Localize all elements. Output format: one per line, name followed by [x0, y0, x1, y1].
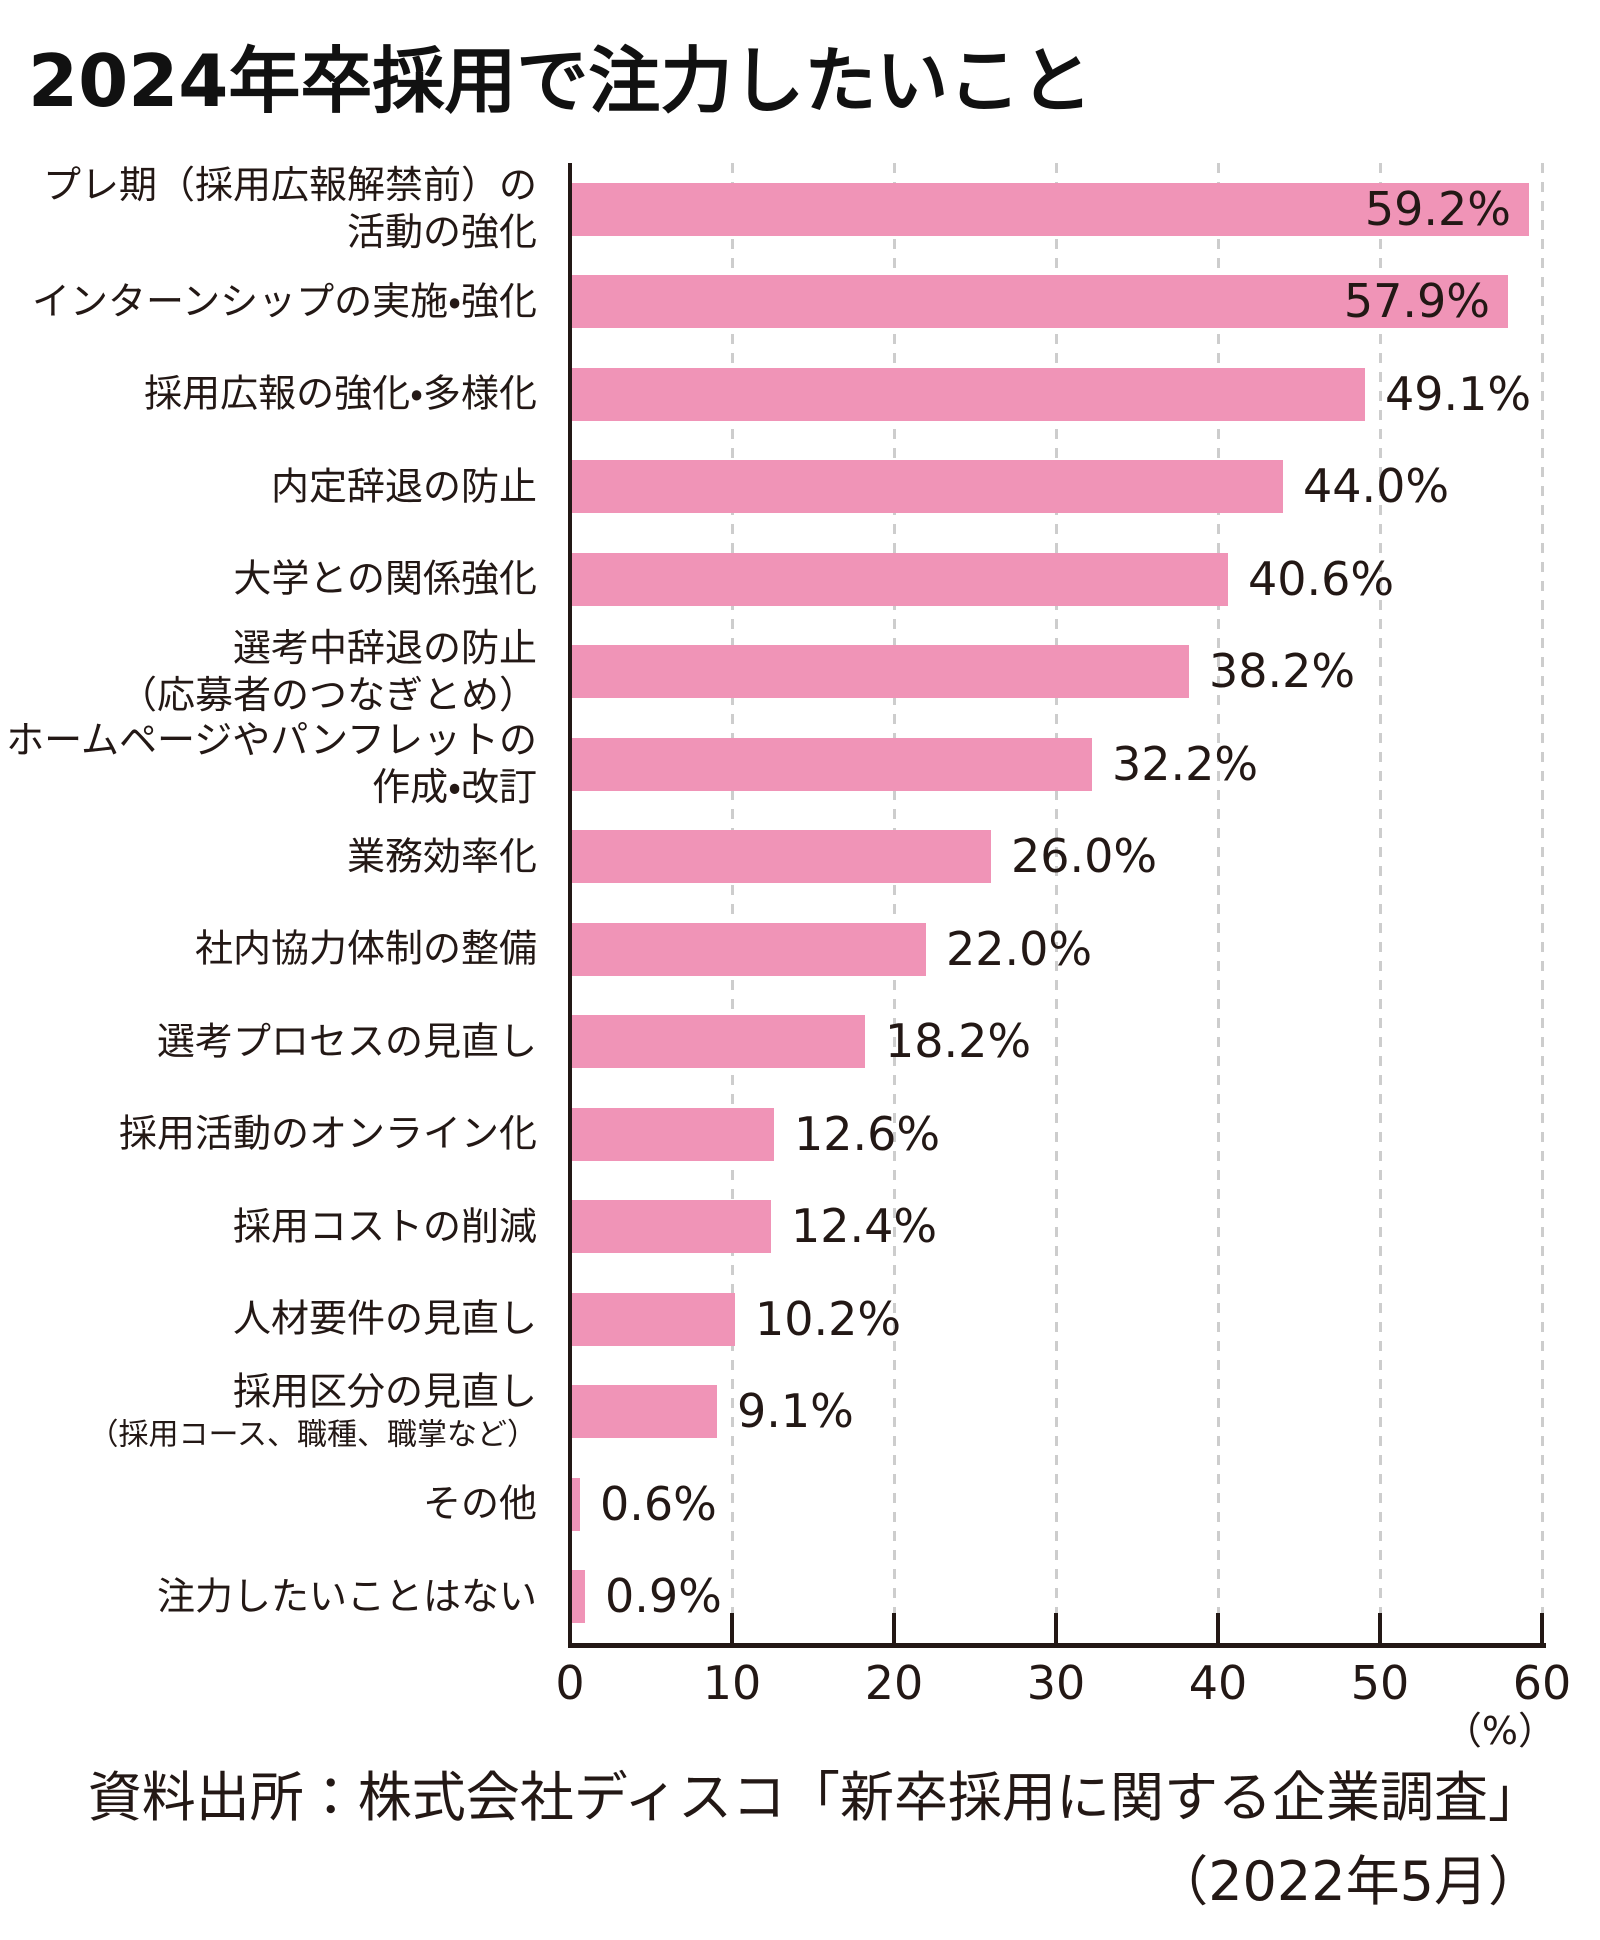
x-axis-line	[568, 1643, 1546, 1648]
axis-tick	[892, 1613, 896, 1643]
axis-tick	[1216, 1613, 1220, 1643]
bar	[570, 1107, 774, 1161]
bar	[570, 182, 1529, 236]
bar	[570, 552, 1228, 606]
category-label: 採用活動のオンライン化	[0, 1111, 537, 1158]
value-label: 12.4%	[791, 1199, 938, 1254]
bar	[570, 1385, 717, 1439]
gridline	[1216, 163, 1220, 1643]
gridline	[1540, 163, 1544, 1643]
value-label: 57.9%	[1343, 274, 1490, 329]
category-label: 人材要件の見直し	[0, 1296, 537, 1343]
gridline	[892, 163, 896, 1643]
category-label-line: 人材要件の見直し	[232, 1296, 537, 1341]
value-label: 38.2%	[1209, 644, 1356, 699]
page-title: 2024年卒採用で注力したいこと	[28, 39, 1093, 123]
category-label-line: 選考中辞退の防止	[232, 625, 537, 670]
category-label-line: 内定辞退の防止	[270, 464, 537, 509]
category-label: 採用区分の見直し （採用コース、職種、職掌など）	[0, 1368, 538, 1455]
category-label-line: 社内協力体制の整備	[194, 926, 537, 971]
value-label: 26.0%	[1011, 829, 1158, 884]
category-label-line: （応募者のつなぎとめ）	[118, 672, 537, 717]
category-label-line: 大学との関係強化	[233, 556, 537, 601]
bar	[570, 830, 991, 884]
category-label: その他	[0, 1481, 537, 1528]
axis-tick	[1054, 1613, 1058, 1643]
source-line-2: （2022年5月）	[1154, 1850, 1542, 1913]
gridline	[730, 163, 734, 1643]
category-label-line: 採用区分の見直し	[232, 1369, 537, 1414]
axis-tick-label: 30	[1026, 1656, 1086, 1710]
axis-tick-label: 20	[864, 1656, 924, 1710]
value-label: 49.1%	[1385, 366, 1532, 421]
y-axis-line	[568, 163, 572, 1648]
percent-unit-label: （%）	[1443, 1709, 1556, 1753]
axis-tick-label: 10	[702, 1656, 762, 1710]
category-label-line: 活動の強化	[346, 210, 537, 255]
category-label-line: インターンシップの実施・強化	[31, 279, 537, 324]
bar	[570, 737, 1092, 791]
axis-tick	[1540, 1613, 1544, 1643]
value-label: 40.6%	[1248, 551, 1395, 606]
value-label: 9.1%	[737, 1384, 854, 1439]
axis-tick-label: 40	[1188, 1656, 1248, 1710]
category-label-line: 注力したいことはない	[156, 1574, 537, 1619]
category-label-line: （採用コース、職種、職掌など）	[88, 1417, 538, 1453]
category-label-line: 採用活動のオンライン化	[118, 1111, 537, 1156]
category-label: 社内協力体制の整備	[0, 926, 537, 973]
category-label: 業務効率化	[0, 833, 537, 880]
bar	[570, 1292, 735, 1346]
value-label: 44.0%	[1303, 459, 1450, 514]
category-label: 注力したいことはない	[0, 1573, 537, 1620]
category-label-line: その他	[422, 1481, 537, 1526]
bar	[570, 460, 1283, 514]
bar	[570, 1570, 585, 1624]
category-label: 採用広報の強化・多様化	[0, 371, 537, 418]
category-label: 選考中辞退の防止 （応募者のつなぎとめ）	[0, 625, 537, 719]
axis-tick-label: 60	[1512, 1656, 1572, 1710]
category-label-line: 作成・改訂	[372, 765, 537, 810]
value-label: 10.2%	[755, 1291, 902, 1346]
category-label: 採用コストの削減	[0, 1203, 537, 1250]
category-label-line: 採用広報の強化・多様化	[144, 371, 537, 416]
source-line-1: 資料出所：株式会社ディスコ「新卒採用に関する企業調査」	[87, 1766, 1542, 1829]
bar	[570, 275, 1508, 329]
category-label: 大学との関係強化	[0, 556, 537, 603]
category-label: 選考プロセスの見直し	[0, 1018, 537, 1065]
bar	[570, 1477, 580, 1531]
category-label: プレ期（採用広報解禁前）の 活動の強化	[0, 162, 537, 256]
category-label: ホームページやパンフレットの 作成・改訂	[0, 717, 537, 811]
value-label: 32.2%	[1112, 736, 1259, 791]
category-label: インターンシップの実施・強化	[0, 278, 537, 325]
axis-tick	[1378, 1613, 1382, 1643]
axis-tick-label: 0	[555, 1656, 585, 1710]
category-label-line: ホームページやパンフレットの	[6, 718, 537, 763]
gridline	[1054, 163, 1058, 1643]
category-label-line: 採用コストの削減	[232, 1204, 537, 1249]
bar	[570, 645, 1189, 699]
bar	[570, 1015, 865, 1069]
bar	[570, 922, 926, 976]
axis-tick-label: 50	[1350, 1656, 1410, 1710]
axis-tick	[730, 1613, 734, 1643]
bar	[570, 367, 1365, 421]
category-label-line: 選考プロセスの見直し	[156, 1019, 537, 1064]
value-label: 0.6%	[600, 1476, 717, 1531]
category-label: 内定辞退の防止	[0, 463, 537, 510]
category-label-line: 業務効率化	[346, 834, 537, 879]
value-label: 22.0%	[946, 921, 1093, 976]
value-label: 59.2%	[1364, 181, 1511, 236]
value-label: 18.2%	[885, 1014, 1032, 1069]
bar	[570, 1200, 771, 1254]
category-label-line: プレ期（採用広報解禁前）の	[42, 163, 537, 208]
gridline	[1378, 163, 1382, 1643]
value-label: 12.6%	[794, 1106, 941, 1161]
value-label: 0.9%	[605, 1569, 722, 1624]
